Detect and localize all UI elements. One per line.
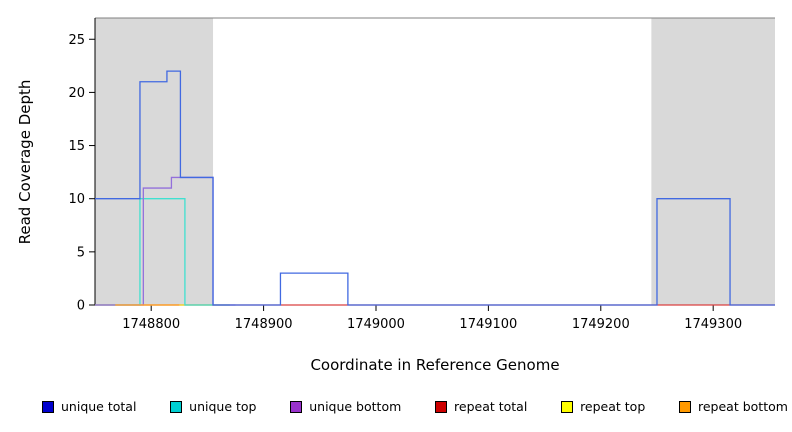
y-tick-label: 5 [77,245,85,260]
legend-item-repeat-top: repeat top [561,399,645,414]
x-axis-title: Coordinate in Reference Genome [310,356,560,374]
legend-item-repeat-total: repeat total [435,399,527,414]
legend-label: unique bottom [309,399,402,414]
legend-label: repeat total [454,399,528,414]
x-tick-label: 1748900 [235,317,293,332]
legend-item-repeat-bottom: repeat bottom [679,399,788,414]
series-unique-total [95,70,775,306]
y-tick-label: 20 [68,86,85,101]
legend-swatch [290,400,303,413]
legend-swatch [561,400,574,413]
x-tick-label: 1749000 [347,317,405,332]
y-tick-label: 25 [68,33,85,48]
legend-swatch [679,400,691,413]
y-tick-label: 15 [68,139,85,154]
x-tick-label: 1748800 [122,317,180,332]
legend-swatch [42,400,54,413]
y-tick-label: 0 [77,299,85,314]
y-axis-title: Read Coverage Depth [16,79,34,245]
x-tick-label: 1749200 [572,317,630,332]
shaded-region [95,18,214,305]
legend-item-unique-total: unique total [42,399,136,414]
legend-swatch [435,400,448,413]
shaded-region [651,18,775,305]
legend-label: unique total [61,399,137,414]
x-tick-label: 1749300 [684,317,742,332]
legend-item-unique-top: unique top [170,399,256,414]
legend-label: repeat top [580,399,646,414]
legend-label: unique top [189,399,257,414]
legend-label: repeat bottom [698,399,788,414]
legend: unique total unique top unique bottom repea… [42,399,788,414]
legend-swatch [170,400,183,413]
legend-item-unique-bottom: unique bottom [290,399,401,414]
y-tick-label: 10 [68,192,85,207]
x-tick-label: 1749100 [459,317,517,332]
